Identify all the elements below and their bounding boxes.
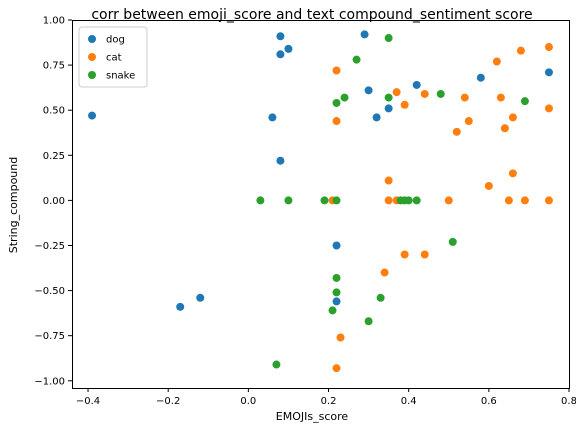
snake-point (256, 196, 265, 205)
snake-point (384, 93, 393, 102)
cat-point (464, 117, 473, 126)
legend-label-cat: cat (106, 53, 122, 64)
series-dog (88, 30, 553, 311)
dog-point (372, 113, 381, 122)
snake-point (320, 196, 329, 205)
snake-point (332, 196, 341, 205)
cat-point (496, 93, 505, 102)
snake-point (352, 55, 361, 64)
cat-point (444, 196, 453, 205)
legend-label-snake: snake (106, 71, 135, 82)
legend-marker-snake (88, 71, 96, 79)
x-tick-label: 0.6 (481, 396, 497, 407)
legend-marker-dog (88, 35, 96, 43)
cat-point (332, 117, 341, 126)
cat-point (332, 364, 341, 373)
cat-point (400, 250, 409, 259)
snake-point (376, 293, 385, 302)
cat-point (452, 127, 461, 136)
cat-point (380, 268, 389, 277)
snake-point (332, 98, 341, 107)
y-tick-label: −0.50 (34, 286, 65, 297)
x-tick-label: −0.4 (76, 396, 100, 407)
cat-point (544, 104, 553, 113)
y-tick-label: −0.25 (34, 241, 65, 252)
snake-point (272, 360, 281, 369)
cat-point (384, 176, 393, 185)
snake-point (284, 196, 293, 205)
snake-point (340, 93, 349, 102)
x-axis-label: EMOJIs_score (276, 410, 349, 423)
cat-point (384, 196, 393, 205)
cat-point (460, 93, 469, 102)
dog-point (332, 241, 341, 250)
dog-point (360, 30, 369, 39)
cat-point (420, 250, 429, 259)
dog-point (276, 50, 285, 59)
snake-point (448, 237, 457, 246)
cat-point (420, 89, 429, 98)
snake-point (436, 89, 445, 98)
x-tick-label: −0.2 (156, 396, 180, 407)
series-snake (256, 34, 529, 369)
y-tick-label: −1.00 (34, 376, 65, 387)
dog-point (412, 80, 421, 89)
cat-point (484, 181, 493, 190)
chart-title: corr between emoji_score and text compou… (91, 7, 532, 23)
x-tick-label: 0.4 (401, 396, 417, 407)
dog-point (88, 111, 97, 120)
y-tick-label: 0.25 (43, 151, 65, 162)
data-points (88, 30, 553, 373)
snake-point (328, 306, 337, 315)
dog-point (544, 68, 553, 77)
cat-point (392, 88, 401, 97)
cat-point (504, 196, 513, 205)
snake-point (412, 196, 421, 205)
dog-point (276, 156, 285, 165)
cat-point (332, 66, 341, 75)
dog-point (176, 302, 185, 311)
dog-point (268, 113, 277, 122)
cat-point (520, 196, 529, 205)
dog-point (196, 293, 205, 302)
legend: dog cat snake (78, 26, 148, 88)
y-tick-label: −0.75 (34, 331, 65, 342)
cat-point (500, 124, 509, 133)
dog-point (332, 297, 341, 306)
cat-point (516, 46, 525, 55)
cat-point (544, 196, 553, 205)
x-tick-label: 0.2 (321, 396, 337, 407)
plot-frame (72, 20, 570, 389)
cat-point (544, 43, 553, 52)
y-tick-label: 0.75 (43, 61, 65, 72)
y-axis-label: String_compound (7, 157, 20, 253)
snake-point (332, 273, 341, 282)
y-tick-label: 0.00 (43, 196, 65, 207)
cat-point (492, 57, 501, 66)
y-tick-label: 1.00 (43, 16, 65, 27)
axis-ticks: −0.4 −0.2 0.0 0.2 0.4 0.6 0.8 −1.00 −0.75 −0.50 −0… (34, 16, 576, 408)
snake-point (520, 97, 529, 106)
dog-point (384, 104, 393, 113)
dog-point (284, 44, 293, 53)
legend-box (78, 26, 148, 88)
x-tick-label: 0.8 (561, 396, 576, 407)
legend-marker-cat (88, 53, 96, 61)
snake-point (364, 317, 373, 326)
x-tick-label: 0.0 (240, 396, 256, 407)
y-tick-label: 0.50 (43, 106, 65, 117)
snake-point (404, 196, 413, 205)
legend-label-dog: dog (106, 35, 125, 46)
snake-point (384, 34, 393, 43)
dog-point (476, 73, 485, 82)
snake-point (332, 288, 341, 297)
dog-point (364, 86, 373, 95)
cat-point (508, 113, 517, 122)
cat-point (508, 169, 517, 178)
cat-point (400, 100, 409, 109)
cat-point (336, 333, 345, 342)
dog-point (276, 32, 285, 41)
